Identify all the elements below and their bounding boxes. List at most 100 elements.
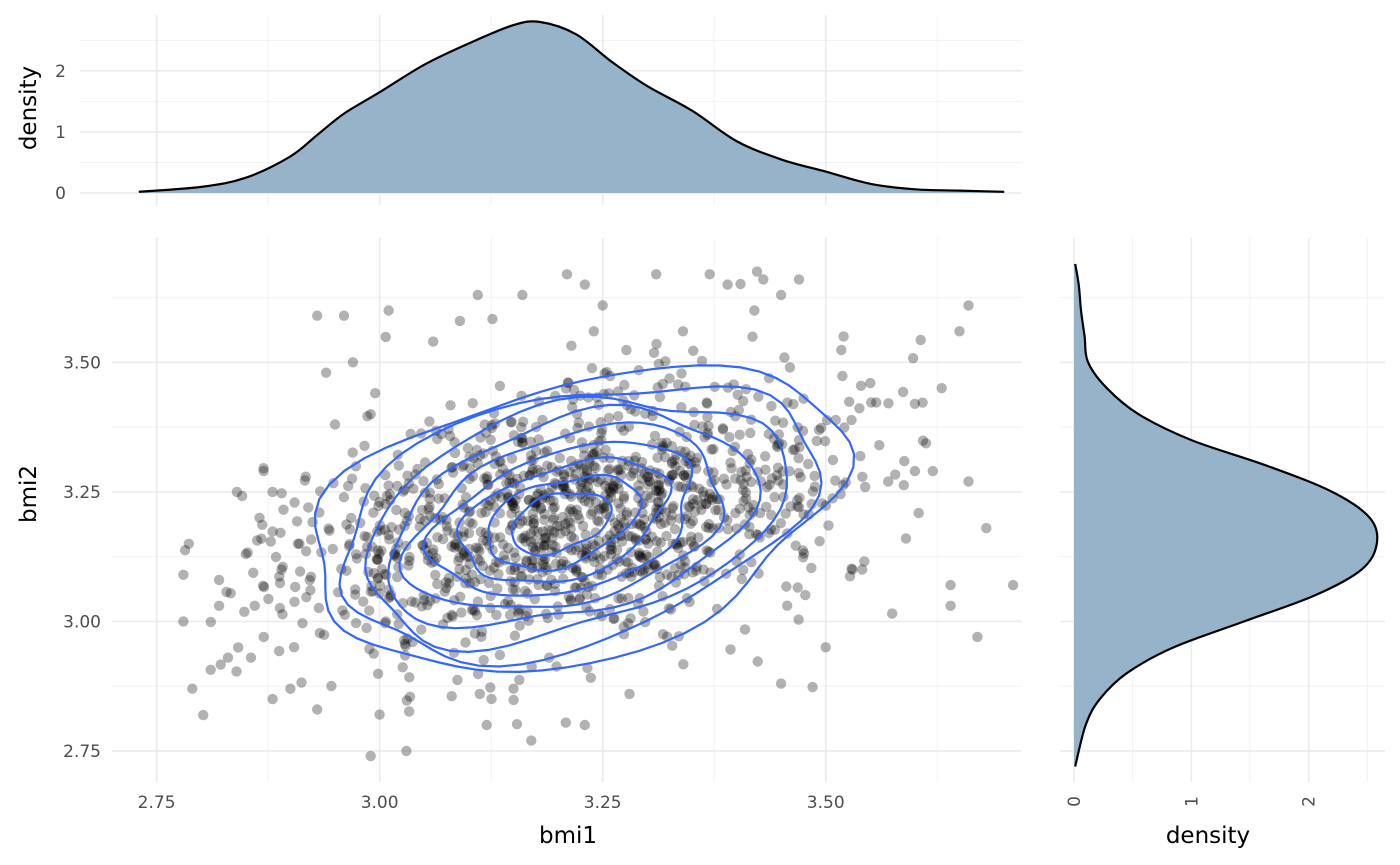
scatter-point <box>565 504 576 515</box>
density-contour-line <box>338 385 823 668</box>
scatter-point <box>294 538 305 549</box>
scatter-point <box>668 469 679 480</box>
scatter-point <box>403 560 414 571</box>
scatter-point <box>328 478 339 489</box>
scatter-point <box>735 278 746 290</box>
scatter-point <box>591 446 603 458</box>
scatter-point <box>685 536 697 547</box>
scatter-point <box>539 533 550 544</box>
scatter-point <box>312 310 323 321</box>
scatter-point <box>887 608 898 619</box>
scatter-point <box>399 638 411 650</box>
scatter-point <box>487 313 498 325</box>
scatter-point <box>576 482 587 494</box>
scatter-point <box>424 487 436 498</box>
scatter-point <box>523 495 534 506</box>
scatter-point <box>718 473 730 484</box>
scatter-point <box>619 522 630 533</box>
scatter-point <box>554 452 565 464</box>
scatter-point <box>899 455 910 467</box>
scatter-point <box>549 578 561 590</box>
scatter-point <box>472 553 484 565</box>
scatter-point <box>442 612 453 624</box>
scatter-point <box>245 652 257 663</box>
scatter-point <box>764 479 775 490</box>
scatter-point <box>701 498 712 510</box>
scatter-point <box>470 542 482 553</box>
scatter-point <box>740 493 752 504</box>
scatter-point <box>249 600 260 611</box>
scatter-point <box>898 480 909 491</box>
scatter-point <box>684 501 695 513</box>
scatter-point <box>274 571 285 582</box>
scatter-point <box>678 659 689 670</box>
scatter-point <box>276 488 287 499</box>
scatter-point <box>732 389 743 400</box>
scatter-point <box>599 551 610 562</box>
scatter-point <box>846 563 857 574</box>
scatter-point <box>372 573 383 584</box>
scatter-point <box>410 597 421 608</box>
top-density-line <box>138 20 1005 193</box>
scatter-point <box>463 543 475 555</box>
scatter-point <box>510 584 521 595</box>
scatter-point <box>837 370 848 382</box>
scatter-point <box>288 642 300 653</box>
scatter-point <box>547 503 559 514</box>
scatter-point <box>625 613 636 624</box>
right-density-area <box>1074 263 1378 767</box>
scatter-point <box>252 535 263 546</box>
scatter-point <box>476 631 487 642</box>
scatter-point <box>651 536 662 547</box>
scatter-point <box>258 631 269 643</box>
scatter-point <box>559 471 570 482</box>
scatter-point <box>442 525 453 536</box>
scatter-point <box>653 485 665 497</box>
scatter-point <box>777 479 789 490</box>
scatter-point <box>313 602 325 614</box>
scatter-point <box>481 473 492 485</box>
scatter-point <box>462 442 474 454</box>
scatter-point <box>564 506 575 517</box>
scatter-point <box>486 693 497 705</box>
scatter-point <box>730 473 741 484</box>
scatter-point <box>660 356 671 367</box>
scatter-point <box>225 588 236 599</box>
scatter-point <box>608 484 619 495</box>
scatter-point <box>593 504 604 515</box>
scatter-point <box>376 564 388 575</box>
scatter-point <box>476 626 488 637</box>
scatter-point <box>651 485 662 497</box>
scatter-point <box>733 404 744 416</box>
scatter-point <box>565 523 576 535</box>
scatter-point <box>793 274 805 285</box>
scatter-point <box>474 688 485 700</box>
scatter-point <box>565 517 576 528</box>
scatter-point <box>615 464 626 476</box>
scatter-point <box>871 397 882 408</box>
scatter-point <box>883 398 894 409</box>
scatter-point <box>392 480 403 492</box>
scatter-point <box>574 592 585 604</box>
scatter-point <box>704 488 716 499</box>
scatter-point <box>386 522 397 533</box>
scatter-point <box>267 526 278 537</box>
scatter-point <box>532 464 543 475</box>
scatter-point <box>384 534 395 545</box>
scatter-point <box>855 450 866 462</box>
scatter-point <box>847 564 858 575</box>
scatter-point <box>672 379 684 390</box>
scatter-point <box>766 509 777 521</box>
scatter-point <box>481 719 492 731</box>
scatter-point <box>640 534 652 545</box>
scatter-point <box>698 564 709 575</box>
scatter-point <box>350 461 362 472</box>
scatter-point <box>777 417 789 428</box>
scatter-point <box>608 482 619 493</box>
scatter-point <box>505 576 516 587</box>
scatter-point <box>372 668 384 679</box>
scatter-point <box>645 492 656 503</box>
scatter-point <box>446 691 457 702</box>
scatter-point <box>447 467 459 478</box>
scatter-point <box>542 460 553 471</box>
